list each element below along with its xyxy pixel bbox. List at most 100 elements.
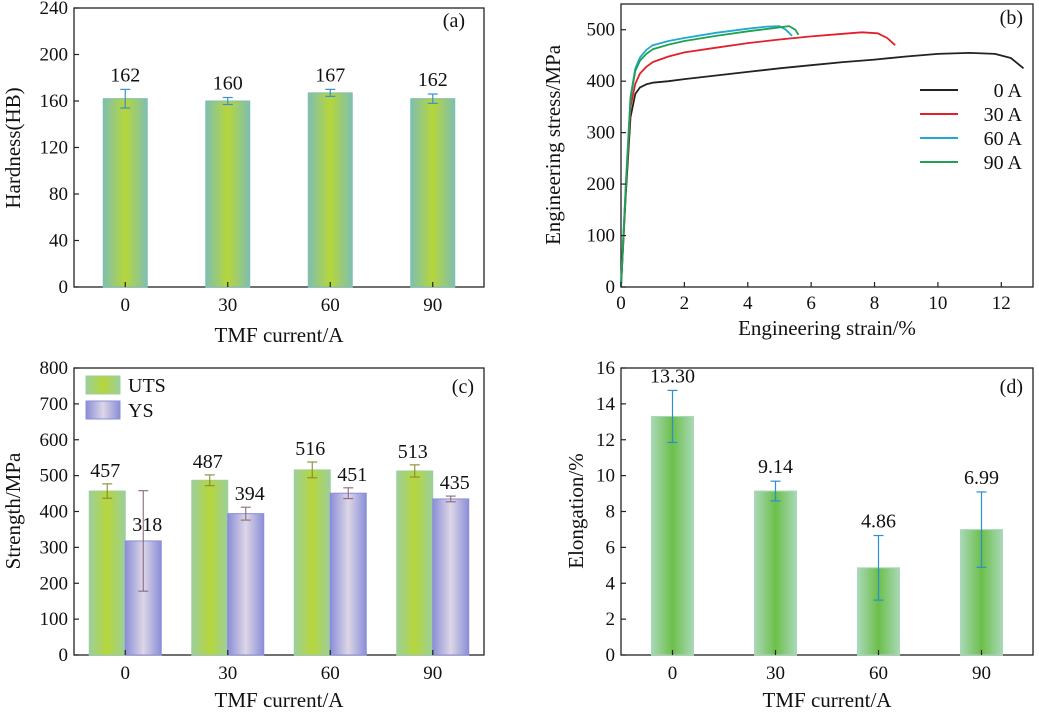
panel-b-legend-label-30a: 30 A	[984, 104, 1023, 126]
panel-a-xtick-label-60: 60	[321, 295, 340, 316]
panel-c-ys-value-label-60: 451	[337, 464, 367, 486]
panel-b-ylabel: Engineering stress/MPa	[541, 44, 565, 245]
panel-a-ytick-label-2: 80	[49, 184, 68, 205]
panel-d-ytick-label-2: 4	[606, 573, 616, 594]
panel-c-legend-label-uts: UTS	[128, 375, 166, 397]
panel-c-xtick-label-0: 0	[121, 663, 131, 684]
panel-b-xtick-label-5: 10	[928, 293, 947, 314]
panel-d-value-label-0: 13.30	[650, 365, 695, 387]
panel-a-hardness-chart: 162 160 167 162 0 40 80 120 160 200 240 0 30 60 90 (a)…	[1, 0, 485, 347]
panel-c-ys-value-label-90: 435	[440, 472, 470, 494]
panel-b-xtick-label-6: 12	[992, 293, 1011, 314]
panel-d-xtick-label-30: 30	[766, 663, 785, 684]
panel-c-legend-label-ys: YS	[128, 400, 154, 422]
panel-b-frame	[620, 3, 1034, 288]
panel-a-label: (a)	[443, 10, 465, 32]
panel-b-legend-label-90a: 90 A	[984, 152, 1023, 174]
panel-a-xtick-label-90: 90	[423, 295, 442, 316]
panel-d-value-label-60: 4.86	[861, 511, 896, 533]
panel-c-ys-bar-90	[432, 498, 470, 656]
panel-b-ytick-label-4: 400	[587, 71, 616, 92]
panel-d-bar-0	[651, 415, 694, 656]
panel-d-xtick-label-60: 60	[869, 663, 888, 684]
panel-d-ytick-label-8: 16	[596, 358, 615, 379]
panel-c-uts-bar-30	[191, 479, 229, 656]
panel-a-ytick-label-0: 0	[59, 277, 69, 298]
panel-c-label: (c)	[452, 376, 474, 398]
panel-c-ys-bar-60	[329, 492, 367, 656]
panel-b-xtick-label-4: 8	[870, 293, 880, 314]
panel-c-ytick-label-0: 0	[59, 645, 69, 666]
panel-c-ytick-label-6: 600	[40, 430, 69, 451]
panel-c-ys-bar-30	[227, 513, 265, 656]
panel-c-ys-value-label-0: 318	[132, 514, 162, 536]
panel-b-series-30a	[620, 31, 896, 288]
panel-d-value-label-90: 6.99	[964, 467, 999, 489]
panel-a-value-label-30: 160	[213, 73, 243, 95]
panel-c-uts-value-label-60: 516	[295, 438, 325, 460]
panel-a-ytick-label-4: 160	[40, 91, 69, 112]
panel-b-ytick-label-1: 100	[587, 226, 616, 247]
panel-b-ytick-label-2: 200	[587, 174, 616, 195]
panel-d-ytick-label-1: 2	[606, 609, 616, 630]
panel-c-uts-value-label-30: 487	[193, 451, 223, 473]
panel-b-xlabel: Engineering strain/%	[738, 316, 916, 340]
panel-d-ytick-label-7: 14	[596, 394, 616, 415]
panel-a-value-label-90: 162	[418, 69, 448, 91]
panel-d-ytick-label-0: 0	[606, 645, 616, 666]
panel-c-xtick-label-30: 30	[218, 663, 237, 684]
panel-c-xtick-label-60: 60	[321, 663, 340, 684]
panel-c-ytick-label-1: 100	[40, 609, 69, 630]
panel-b-xtick-label-1: 2	[680, 293, 690, 314]
panel-b-series-90a	[620, 25, 800, 288]
panel-d-ylabel: Elongation/%	[564, 453, 588, 568]
panel-c-uts-value-label-90: 513	[398, 441, 428, 463]
panel-c-uts-bar-60	[293, 469, 331, 656]
panel-d-elongation-chart: 13.30 9.14 4.86 6.99 0 2 4 6 8 10 12 14 16 0 30 60 90 (d…	[564, 358, 1034, 712]
panel-c-legend-swatch-ys	[85, 400, 121, 420]
panel-c-xtick-label-90: 90	[423, 663, 442, 684]
panel-b-xtick-label-2: 4	[743, 293, 753, 314]
panel-c-uts-bar-0	[88, 490, 126, 656]
panel-a-xtick-label-30: 30	[218, 295, 237, 316]
panel-d-xtick-label-0: 0	[668, 663, 678, 684]
panel-a-bar-90	[410, 98, 456, 288]
panel-d-value-label-30: 9.14	[758, 456, 793, 478]
panel-a-value-label-0: 162	[110, 64, 140, 86]
panel-b-ytick-label-5: 500	[587, 20, 616, 41]
panel-d-ytick-label-5: 10	[596, 466, 615, 487]
panel-b-series-60a	[620, 25, 793, 288]
panel-d-ytick-label-3: 6	[606, 537, 616, 558]
panel-a-ytick-label-5: 200	[40, 45, 69, 66]
panel-a-xlabel: TMF current/A	[215, 323, 345, 347]
panel-b-stress-strain-chart: 0 100 200 300 400 500 0 2 4 6 8 10 12 0 A30 A60 A90 A…	[541, 3, 1034, 340]
panel-c-ytick-label-2: 200	[40, 573, 69, 594]
panel-b-legend-label-60a: 60 A	[984, 128, 1023, 150]
panel-c-uts-bar-90	[396, 470, 434, 656]
panel-c-ytick-label-7: 700	[40, 394, 69, 415]
panel-d-label: (d)	[1000, 376, 1023, 398]
panel-b-series-0a	[620, 52, 1025, 288]
panel-a-ytick-label-1: 40	[49, 231, 68, 252]
panel-c-xlabel: TMF current/A	[215, 688, 345, 712]
panel-b-ytick-label-3: 300	[587, 123, 616, 144]
panel-c-ytick-label-3: 300	[40, 537, 69, 558]
panel-c-ytick-label-4: 400	[40, 502, 69, 523]
panel-d-ytick-label-6: 12	[596, 430, 615, 451]
panel-d-xlabel: TMF current/A	[763, 688, 893, 712]
panel-c-ys-value-label-30: 394	[235, 483, 265, 505]
panel-c-uts-value-label-0: 457	[90, 460, 120, 482]
panel-a-xtick-label-0: 0	[121, 295, 131, 316]
panel-c-ylabel: Strength/MPa	[1, 452, 25, 569]
panel-d-ytick-label-4: 8	[606, 502, 616, 523]
panel-c-strength-chart: 4573184873945164515134350100200300400500…	[1, 358, 485, 712]
panel-b-ytick-label-0: 0	[606, 277, 616, 298]
panel-b-label: (b)	[1000, 7, 1023, 29]
panel-a-bar-30	[205, 100, 251, 288]
panel-b-xtick-label-3: 6	[806, 293, 816, 314]
panel-d-xtick-label-90: 90	[972, 663, 991, 684]
panel-b-xtick-label-0: 0	[616, 293, 626, 314]
panel-b-legend-label-0a: 0 A	[994, 80, 1023, 102]
panel-a-ylabel: Hardness(HB)	[1, 87, 25, 208]
